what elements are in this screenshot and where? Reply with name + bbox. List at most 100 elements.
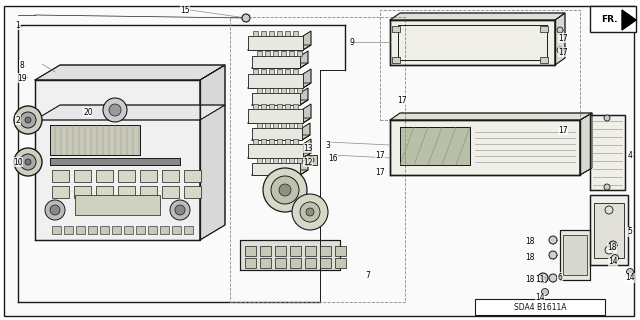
Circle shape [279, 184, 291, 196]
Bar [273, 88, 278, 93]
Bar [380, 10, 580, 120]
Circle shape [109, 104, 121, 116]
Text: 18: 18 [525, 276, 535, 284]
Bar [252, 163, 300, 175]
Circle shape [549, 274, 557, 282]
Bar [88, 226, 97, 234]
Circle shape [45, 200, 65, 220]
Bar [64, 226, 73, 234]
Bar [160, 226, 169, 234]
Text: 17: 17 [558, 47, 568, 57]
Text: 17: 17 [558, 34, 568, 43]
Bar [261, 104, 266, 109]
Bar [172, 226, 181, 234]
Circle shape [170, 200, 190, 220]
Bar [260, 258, 271, 268]
Bar [148, 226, 157, 234]
Bar [285, 104, 290, 109]
Bar [253, 139, 258, 144]
Polygon shape [252, 63, 308, 68]
Polygon shape [35, 65, 225, 80]
Text: 7: 7 [365, 270, 371, 279]
Bar [281, 158, 286, 163]
Polygon shape [390, 13, 565, 20]
Circle shape [20, 112, 36, 128]
Circle shape [538, 273, 548, 283]
Polygon shape [303, 69, 311, 88]
Circle shape [103, 98, 127, 122]
Polygon shape [302, 123, 310, 140]
Polygon shape [248, 118, 311, 123]
Polygon shape [252, 100, 308, 105]
Circle shape [308, 157, 314, 163]
Polygon shape [390, 120, 580, 175]
Polygon shape [35, 105, 225, 120]
Bar [305, 258, 316, 268]
Circle shape [20, 154, 36, 170]
Bar [540, 26, 548, 32]
Bar [281, 123, 286, 128]
Bar [289, 51, 294, 56]
Bar [285, 69, 290, 74]
Bar [74, 170, 91, 182]
Bar [335, 258, 346, 268]
Bar [248, 144, 303, 158]
Circle shape [175, 205, 185, 215]
Text: 2: 2 [15, 116, 20, 124]
Polygon shape [590, 195, 628, 265]
Circle shape [604, 184, 610, 190]
Circle shape [271, 176, 299, 204]
Bar [293, 139, 298, 144]
Polygon shape [622, 10, 636, 30]
Polygon shape [248, 45, 311, 50]
Circle shape [25, 117, 31, 123]
Text: 4: 4 [628, 150, 632, 159]
Polygon shape [560, 230, 590, 280]
Text: 18: 18 [525, 253, 535, 262]
Polygon shape [248, 83, 311, 88]
Text: 19: 19 [17, 74, 27, 83]
Circle shape [609, 241, 617, 249]
Bar [118, 186, 135, 198]
Polygon shape [590, 115, 625, 190]
Text: 20: 20 [83, 108, 93, 116]
Bar [52, 226, 61, 234]
Circle shape [627, 268, 634, 276]
Polygon shape [252, 135, 310, 140]
Bar [265, 158, 270, 163]
Circle shape [25, 159, 31, 165]
Bar [52, 186, 69, 198]
Bar [248, 109, 303, 123]
Circle shape [14, 148, 42, 176]
Bar [289, 123, 294, 128]
Bar [184, 186, 201, 198]
Bar [269, 139, 274, 144]
Circle shape [604, 115, 610, 121]
Bar [269, 104, 274, 109]
Polygon shape [35, 80, 200, 240]
Bar [277, 31, 282, 36]
Bar [540, 57, 548, 63]
Bar [277, 104, 282, 109]
Bar [273, 123, 278, 128]
Bar [305, 155, 317, 165]
Circle shape [557, 47, 563, 53]
Text: 9: 9 [349, 37, 355, 46]
Bar [75, 195, 160, 215]
Bar [273, 51, 278, 56]
Polygon shape [390, 20, 555, 65]
Bar [392, 57, 400, 63]
Bar [257, 123, 262, 128]
Bar [96, 170, 113, 182]
Polygon shape [50, 125, 140, 155]
Bar [275, 258, 286, 268]
Circle shape [14, 106, 42, 134]
Circle shape [263, 168, 307, 212]
Bar [320, 246, 331, 256]
Circle shape [549, 251, 557, 259]
Bar [261, 139, 266, 144]
Bar [269, 31, 274, 36]
Circle shape [292, 194, 328, 230]
Circle shape [541, 289, 548, 295]
Bar [563, 235, 587, 275]
